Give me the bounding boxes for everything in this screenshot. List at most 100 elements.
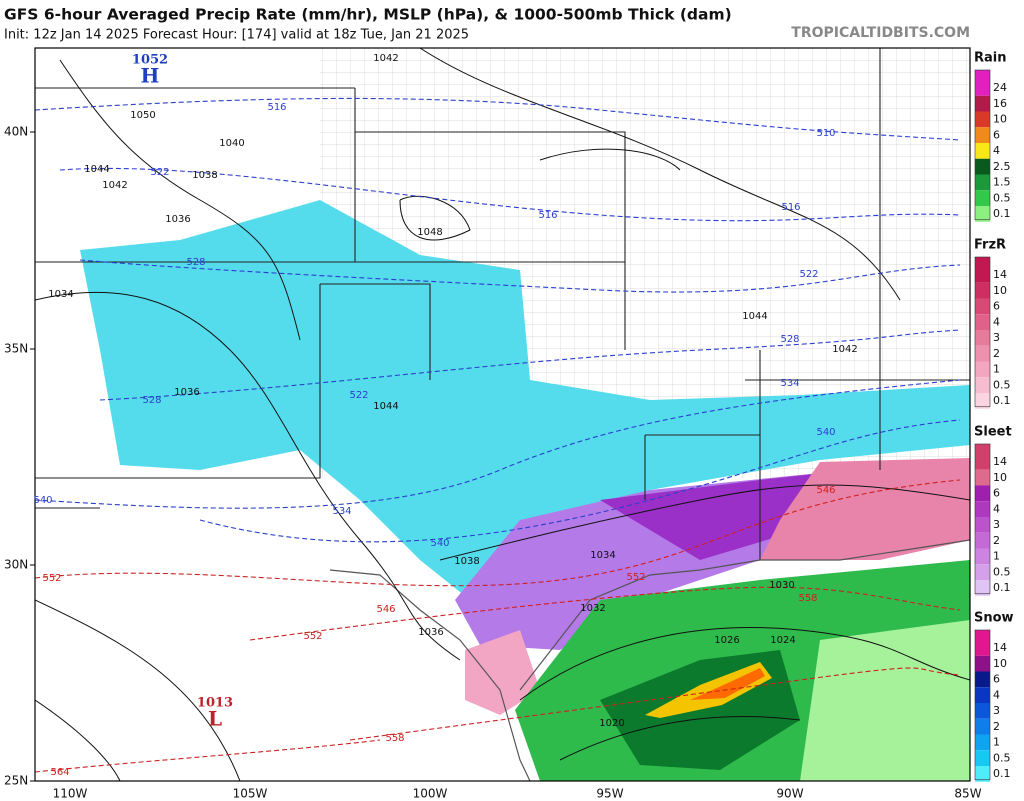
legend-color bbox=[975, 454, 990, 470]
pressure-center-value: 1013 bbox=[197, 696, 233, 711]
longitude-label: 85W bbox=[954, 787, 981, 801]
legend-color bbox=[975, 580, 990, 596]
legend-level: 14 bbox=[993, 455, 1007, 468]
isobar-label: 1036 bbox=[165, 214, 190, 225]
legend-level: 6 bbox=[993, 300, 1000, 313]
thickness-label: 540 bbox=[430, 538, 449, 549]
legend-level: 2 bbox=[993, 534, 1000, 547]
latitude-label: 25N bbox=[4, 774, 28, 788]
thickness-cold bbox=[35, 97, 961, 543]
legend-level: 6 bbox=[993, 128, 1000, 141]
thickness-label: 552 bbox=[42, 573, 61, 584]
thickness-warm bbox=[35, 479, 961, 773]
thickness-label: 558 bbox=[385, 733, 404, 744]
map-frame bbox=[34, 47, 971, 782]
isobar-label: 1048 bbox=[417, 227, 442, 238]
pressure-center-letter: H bbox=[141, 64, 160, 88]
legend-color bbox=[975, 330, 990, 346]
legend-frame bbox=[974, 629, 991, 781]
subtitle: Init: 12z Jan 14 2025 Forecast Hour: [17… bbox=[4, 28, 469, 43]
legend-title: Snow bbox=[974, 611, 1014, 626]
isobar-label: 1042 bbox=[373, 53, 398, 64]
legend-level: 0.5 bbox=[993, 565, 1011, 578]
longitude-label: 110W bbox=[53, 787, 88, 801]
isobar-label: 1032 bbox=[580, 603, 605, 614]
legend-color bbox=[975, 298, 990, 315]
legend-color bbox=[975, 174, 990, 191]
isobar-label: 1044 bbox=[373, 401, 398, 412]
legend-level: 6 bbox=[993, 673, 1000, 686]
legend-level: 6 bbox=[993, 487, 1000, 500]
thickness-label: 510 bbox=[816, 128, 835, 139]
legend-level: 0.1 bbox=[993, 581, 1011, 594]
legend-color bbox=[975, 485, 990, 502]
legend-color bbox=[975, 517, 990, 533]
latitude-label: 30N bbox=[4, 558, 28, 572]
legend-color bbox=[975, 532, 990, 549]
legend-color bbox=[975, 718, 990, 735]
legend-color bbox=[975, 393, 990, 409]
isobar-label: 1042 bbox=[832, 344, 857, 355]
isobar-label: 1038 bbox=[192, 170, 217, 181]
freezing-rain-area-2 bbox=[465, 630, 540, 715]
legend-level: 4 bbox=[993, 315, 1000, 328]
pressure-center-letter: L bbox=[208, 707, 222, 731]
isobar-label: 1050 bbox=[130, 110, 155, 121]
legend-level: 1 bbox=[993, 363, 1000, 376]
legend-level: 10 bbox=[993, 471, 1007, 484]
longitude-label: 90W bbox=[776, 787, 803, 801]
thickness-label: 528 bbox=[142, 395, 161, 406]
legend-level: 0.5 bbox=[993, 191, 1011, 204]
thickness-label: 564 bbox=[50, 767, 69, 778]
isobar-label: 1034 bbox=[590, 550, 615, 561]
thickness-label: 522 bbox=[150, 167, 169, 178]
legend-color bbox=[975, 143, 990, 159]
legend-color bbox=[975, 687, 990, 703]
legend-color bbox=[975, 95, 990, 112]
legend-title: Sleet bbox=[974, 425, 1012, 440]
isobar-label: 1020 bbox=[599, 718, 624, 729]
isobar-label: 1036 bbox=[174, 387, 199, 398]
legend-level: 0.5 bbox=[993, 751, 1011, 764]
isobar-label: 1044 bbox=[742, 311, 767, 322]
legend-frame bbox=[974, 69, 991, 221]
legend-level: 1 bbox=[993, 550, 1000, 563]
legend-level: 4 bbox=[993, 502, 1000, 515]
legend-color bbox=[975, 750, 990, 766]
legend-level: 2 bbox=[993, 347, 1000, 360]
legend-color bbox=[975, 655, 990, 672]
legend-level: 14 bbox=[993, 641, 1007, 654]
legend-frame bbox=[974, 443, 991, 595]
legend-color bbox=[975, 361, 990, 378]
legend-color bbox=[975, 377, 990, 393]
pressure-center-value: 1052 bbox=[132, 53, 168, 68]
rain-light-green bbox=[800, 620, 970, 781]
legend-title: Rain bbox=[974, 51, 1007, 66]
isobars bbox=[35, 48, 970, 781]
legend-level: 1 bbox=[993, 736, 1000, 749]
legend-level: 10 bbox=[993, 284, 1007, 297]
legend-color bbox=[975, 158, 990, 175]
legend-color bbox=[975, 70, 990, 80]
legend-color bbox=[975, 257, 990, 267]
isobar-label: 1038 bbox=[454, 556, 479, 567]
thickness-label: 546 bbox=[816, 485, 835, 496]
legend-level: 24 bbox=[993, 81, 1007, 94]
legend-frame bbox=[974, 256, 991, 408]
legend-title: FrzR bbox=[974, 238, 1006, 253]
legend-color bbox=[975, 766, 990, 782]
map bbox=[35, 48, 970, 781]
legend-level: 1.5 bbox=[993, 176, 1011, 189]
isobar-label: 1036 bbox=[418, 627, 443, 638]
legend-level: 0.1 bbox=[993, 207, 1011, 220]
legend-color bbox=[975, 548, 990, 565]
legend-level: 4 bbox=[993, 144, 1000, 157]
title: GFS 6-hour Averaged Precip Rate (mm/hr),… bbox=[4, 6, 732, 24]
latitude-label: 35N bbox=[4, 342, 28, 356]
thickness-label: 516 bbox=[267, 102, 286, 113]
legend-level: 4 bbox=[993, 688, 1000, 701]
thickness-label: 552 bbox=[303, 631, 322, 642]
longitude-label: 95W bbox=[596, 787, 623, 801]
thickness-label: 522 bbox=[349, 390, 368, 401]
